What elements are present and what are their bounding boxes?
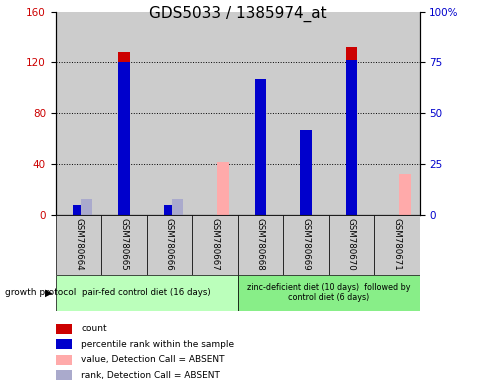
Text: pair-fed control diet (16 days): pair-fed control diet (16 days)	[82, 288, 211, 297]
Bar	[81, 199, 92, 215]
Text: percentile rank within the sample: percentile rank within the sample	[81, 340, 234, 349]
FancyBboxPatch shape	[56, 275, 237, 311]
Bar	[237, 12, 283, 215]
Bar	[56, 355, 72, 365]
Bar	[146, 12, 192, 215]
Bar	[73, 212, 84, 215]
Bar	[81, 212, 92, 215]
Text: value, Detection Call = ABSENT: value, Detection Call = ABSENT	[81, 356, 224, 364]
Text: GSM780668: GSM780668	[256, 218, 264, 271]
Bar	[254, 79, 266, 215]
Bar	[283, 12, 328, 215]
Bar	[192, 12, 237, 215]
FancyBboxPatch shape	[283, 215, 328, 275]
Bar	[101, 12, 146, 215]
FancyBboxPatch shape	[146, 215, 192, 275]
Text: GSM780666: GSM780666	[165, 218, 174, 271]
Bar	[328, 12, 373, 215]
Bar	[73, 205, 84, 215]
FancyBboxPatch shape	[237, 275, 419, 311]
Bar	[164, 212, 175, 215]
Bar	[164, 205, 175, 215]
Text: count: count	[81, 324, 106, 333]
Bar	[172, 199, 183, 215]
Bar	[118, 62, 129, 215]
Text: rank, Detection Call = ABSENT: rank, Detection Call = ABSENT	[81, 371, 220, 380]
Bar	[300, 151, 311, 215]
Text: ▶: ▶	[45, 288, 52, 298]
Bar	[398, 174, 410, 215]
Bar	[118, 52, 129, 215]
FancyBboxPatch shape	[328, 215, 373, 275]
Bar	[56, 370, 72, 381]
Bar	[56, 324, 72, 334]
Text: GDS5033 / 1385974_at: GDS5033 / 1385974_at	[149, 6, 326, 22]
FancyBboxPatch shape	[373, 215, 419, 275]
Bar	[254, 101, 266, 215]
Bar	[373, 12, 419, 215]
Text: GSM780669: GSM780669	[301, 218, 310, 271]
Text: zinc-deficient diet (10 days)  followed by
control diet (6 days): zinc-deficient diet (10 days) followed b…	[246, 283, 409, 303]
FancyBboxPatch shape	[237, 215, 283, 275]
Text: GSM780667: GSM780667	[210, 218, 219, 271]
FancyBboxPatch shape	[192, 215, 237, 275]
Text: GSM780665: GSM780665	[119, 218, 128, 271]
Bar	[56, 12, 101, 215]
Bar	[217, 162, 228, 215]
Text: growth protocol: growth protocol	[5, 288, 76, 297]
FancyBboxPatch shape	[101, 215, 146, 275]
Text: GSM780664: GSM780664	[74, 218, 83, 271]
Bar	[172, 212, 183, 215]
Text: GSM780671: GSM780671	[392, 218, 400, 271]
Bar	[345, 47, 356, 215]
Bar	[300, 129, 311, 215]
Bar	[56, 339, 72, 349]
Bar	[345, 60, 356, 215]
Text: GSM780670: GSM780670	[346, 218, 355, 271]
FancyBboxPatch shape	[56, 215, 101, 275]
